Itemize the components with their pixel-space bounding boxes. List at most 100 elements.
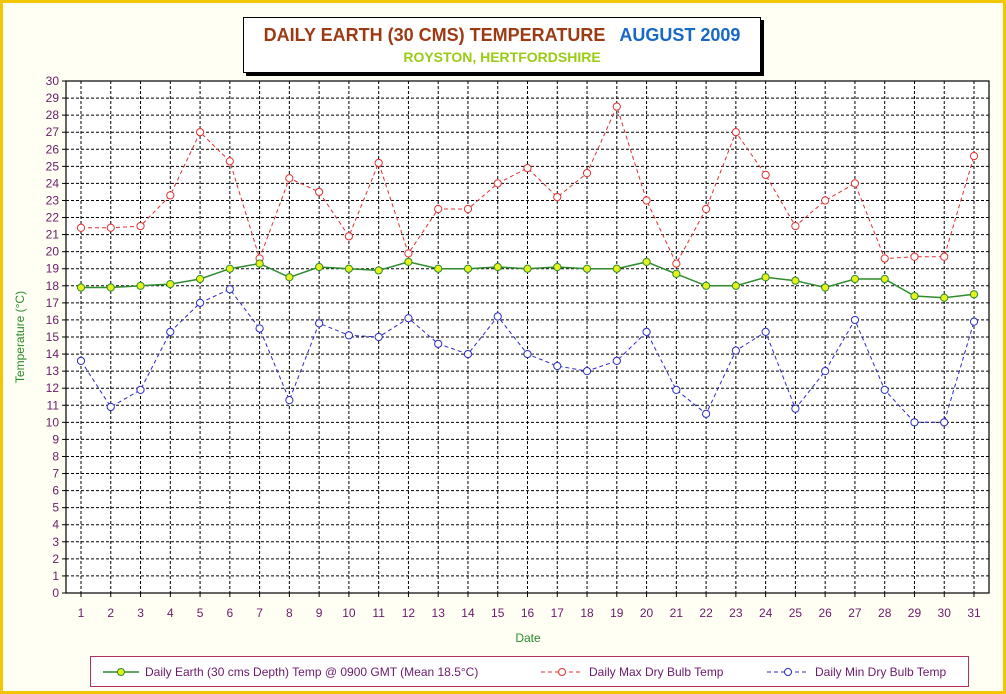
data-point-min [791, 404, 800, 413]
x-tick-label: 9 [316, 606, 323, 620]
data-point-min [225, 285, 234, 294]
data-point-min [463, 349, 473, 359]
data-point-min [969, 317, 979, 326]
y-tick-label: 11 [47, 398, 60, 412]
legend-swatch-max [541, 667, 583, 676]
y-tick-label: 25 [46, 159, 60, 173]
data-point-earth [642, 257, 651, 267]
data-point-earth [166, 279, 175, 289]
legend-swatch-min [767, 667, 809, 676]
data-point-max [404, 249, 413, 258]
legend-item-max: Daily Max Dry Bulb Temp [541, 657, 723, 686]
data-point-max [761, 170, 770, 179]
x-tick-label: 31 [967, 606, 981, 620]
x-tick-label: 1 [78, 606, 85, 620]
data-point-min [195, 298, 205, 307]
data-point-min [702, 409, 711, 418]
x-axis-label: Date [515, 631, 541, 645]
y-tick-label: 22 [46, 211, 60, 225]
x-tick-label: 13 [432, 606, 446, 620]
data-point-min [850, 315, 860, 325]
data-point-max [553, 192, 562, 202]
data-point-max [702, 204, 711, 214]
x-tick-label: 7 [256, 606, 263, 620]
data-point-max [225, 157, 234, 166]
data-point-earth [940, 293, 949, 302]
y-tick-label: 15 [46, 330, 60, 344]
data-point-earth [553, 262, 562, 272]
data-point-earth [821, 283, 830, 292]
data-point-earth [374, 266, 383, 275]
data-point-max [791, 221, 800, 231]
y-tick-label: 10 [46, 415, 60, 429]
data-point-min [642, 327, 651, 336]
data-point-earth [225, 264, 234, 273]
y-tick-label: 30 [46, 74, 60, 88]
y-tick-label: 28 [46, 108, 60, 122]
data-point-earth [880, 274, 889, 284]
x-tick-label: 11 [372, 606, 385, 620]
data-point-max [969, 151, 979, 161]
data-point-max [493, 179, 502, 188]
data-point-min [404, 314, 413, 323]
x-tick-label: 27 [848, 606, 862, 620]
data-point-earth [702, 281, 711, 290]
y-tick-label: 16 [46, 313, 60, 327]
data-point-earth [463, 264, 473, 273]
title-box: DAILY EARTH (30 CMS) TEMPERATURE AUGUST 2… [243, 17, 761, 73]
legend-item-min: Daily Min Dry Bulb Temp [767, 657, 946, 686]
data-point-min [285, 396, 294, 405]
x-tick-label: 28 [878, 606, 892, 620]
data-point-earth [76, 283, 86, 292]
data-point-earth [195, 274, 205, 284]
data-point-min [880, 385, 889, 395]
y-tick-label: 1 [52, 569, 59, 583]
data-point-earth [612, 264, 621, 273]
data-point-earth [910, 291, 919, 301]
data-point-earth [731, 281, 740, 290]
y-tick-label: 21 [46, 228, 60, 242]
y-tick-label: 24 [46, 176, 60, 190]
legend-item-earth: Daily Earth (30 cms Depth) Temp @ 0900 G… [103, 657, 478, 686]
data-point-max [910, 252, 919, 261]
y-tick-label: 0 [52, 586, 59, 600]
data-point-max [642, 196, 651, 205]
legend-label-min: Daily Min Dry Bulb Temp [815, 664, 947, 679]
y-tick-label: 14 [46, 347, 60, 361]
data-point-earth [434, 264, 443, 273]
y-tick-label: 26 [46, 142, 60, 156]
data-point-earth [791, 276, 800, 285]
y-tick-label: 12 [46, 381, 60, 395]
data-point-max [940, 252, 949, 261]
x-tick-label: 2 [107, 606, 114, 620]
x-tick-label: 17 [551, 606, 565, 620]
data-point-earth [106, 283, 115, 292]
data-point-max [434, 204, 443, 214]
data-point-max [821, 196, 830, 205]
x-tick-label: 5 [197, 606, 204, 620]
data-point-min [106, 402, 115, 412]
data-point-max [136, 221, 145, 231]
data-point-earth [523, 264, 532, 273]
data-point-min [255, 324, 264, 333]
x-tick-label: 6 [226, 606, 233, 620]
y-tick-label: 17 [46, 296, 60, 310]
data-point-max [731, 128, 740, 137]
data-point-max [285, 174, 294, 183]
y-tick-label: 27 [46, 125, 60, 139]
legend-label-max: Daily Max Dry Bulb Temp [589, 664, 724, 679]
data-point-min [136, 385, 145, 395]
data-point-earth [969, 290, 979, 299]
y-tick-label: 5 [52, 501, 59, 515]
x-tick-label: 26 [818, 606, 832, 620]
data-point-max [76, 223, 86, 232]
data-point-min [821, 367, 830, 376]
data-point-max [195, 128, 205, 137]
data-point-min [493, 312, 502, 321]
data-point-min [612, 356, 621, 365]
x-tick-label: 8 [286, 606, 293, 620]
chart-title: DAILY EARTH (30 CMS) TEMPERATURE [263, 25, 606, 45]
data-point-max [612, 102, 621, 111]
x-tick-label: 24 [759, 606, 773, 620]
